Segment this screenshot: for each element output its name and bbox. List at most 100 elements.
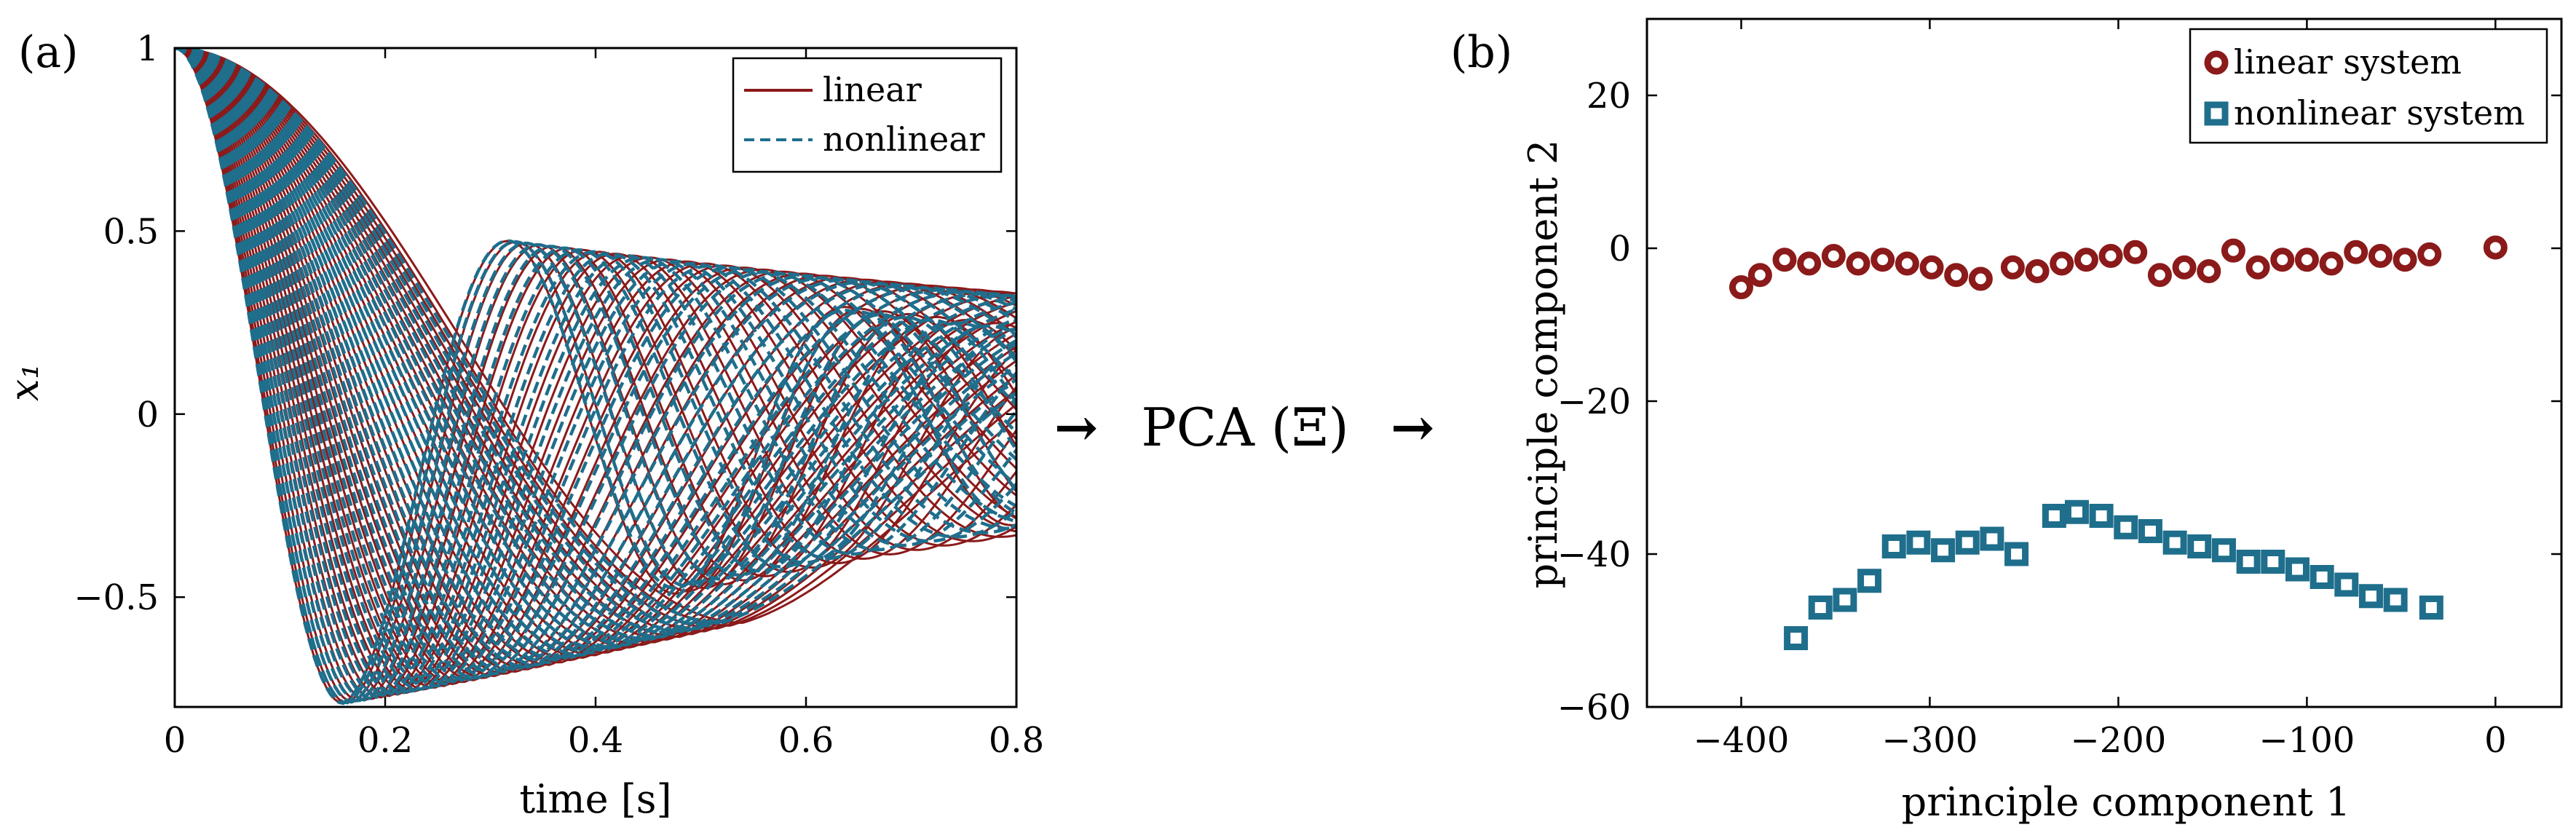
linear-system-point — [2050, 251, 2074, 276]
nonlinear-series-line — [175, 48, 1016, 693]
panel-b-axes-frame — [1645, 17, 2563, 708]
nonlinear-series-line — [175, 48, 1016, 673]
linear-system-point — [2098, 244, 2123, 268]
x-tick-label: 0.6 — [778, 720, 834, 761]
nonlinear-series-line — [175, 48, 1016, 636]
linear-system-point — [2393, 248, 2417, 272]
nonlinear-system-point — [2162, 530, 2187, 555]
nonlinear-series-line — [175, 48, 1016, 647]
x-tick-label: 0 — [2484, 720, 2507, 761]
nonlinear-series-line — [175, 48, 1016, 705]
nonlinear-system-point — [2211, 538, 2236, 563]
panel-b-points — [1728, 235, 2508, 650]
panel-a-legend-box — [732, 57, 1003, 173]
legend-marker-nonlinear-system — [2204, 101, 2229, 126]
linear-system-point — [2270, 248, 2295, 272]
nonlinear-series-line — [175, 48, 1016, 631]
linear-system-point — [2172, 255, 2197, 280]
nonlinear-system-point — [2310, 565, 2334, 589]
linear-series-line — [175, 48, 1016, 696]
nonlinear-series-line — [175, 48, 1016, 628]
arrow-left-icon: → — [1054, 396, 1098, 458]
linear-system-point — [2483, 235, 2508, 260]
panel-a-line-chart: (a) 0 0.2 0.4 0.6 0.8 −0.5 0 0.5 1 time [s] x₁ l… — [1, 27, 1044, 822]
nonlinear-system-point — [2236, 550, 2261, 574]
panel-b-legend: linear system nonlinear system — [2189, 28, 2548, 144]
nonlinear-system-point — [2089, 504, 2114, 528]
nonlinear-series-line — [175, 48, 1016, 703]
linear-system-point — [1895, 251, 1919, 276]
nonlinear-series-line — [175, 48, 1016, 678]
nonlinear-system-point — [2419, 596, 2443, 620]
nonlinear-system-point — [1784, 626, 1809, 650]
linear-series-line — [175, 48, 1016, 695]
nonlinear-series-line — [175, 48, 1016, 669]
linear-system-point — [1846, 251, 1870, 276]
linear-system-point — [2417, 242, 2442, 266]
y-tick-label: 0 — [1608, 229, 1631, 269]
nonlinear-series-line — [175, 48, 1016, 695]
legend-label-nonlinear: nonlinear — [823, 119, 985, 159]
legend-marker-linear-system — [2204, 50, 2229, 75]
linear-system-point — [1747, 263, 1772, 288]
nonlinear-series-line — [175, 48, 1016, 641]
nonlinear-series-line — [175, 48, 1016, 680]
nonlinear-system-point — [1881, 534, 1906, 558]
nonlinear-series-line — [175, 48, 1016, 633]
panel-a-ticks: 0 0.2 0.4 0.6 0.8 −0.5 0 0.5 1 — [74, 28, 1044, 761]
nonlinear-system-point — [2285, 557, 2310, 582]
nonlinear-system-point — [1833, 588, 1857, 612]
nonlinear-series-line — [175, 48, 1016, 660]
panel-a-curves — [175, 48, 1016, 705]
nonlinear-series-line — [175, 48, 1016, 686]
y-tick-label: 20 — [1587, 76, 1631, 116]
nonlinear-series-line — [175, 48, 1016, 689]
nonlinear-system-point — [2261, 550, 2285, 574]
x-tick-label: −100 — [2259, 720, 2355, 761]
linear-system-point — [2147, 263, 2172, 288]
y-tick-label: 0.5 — [103, 211, 159, 252]
nonlinear-system-point — [2064, 499, 2089, 524]
nonlinear-series-line — [175, 48, 1016, 625]
linear-series-line — [175, 48, 1016, 687]
linear-system-point — [1870, 248, 1895, 272]
nonlinear-system-point — [2042, 504, 2066, 528]
linear-system-point — [2197, 259, 2221, 283]
pca-label: PCA (Ξ) — [1141, 397, 1348, 458]
linear-system-point — [1919, 255, 1944, 280]
nonlinear-series-line — [175, 48, 1016, 655]
nonlinear-series-line — [175, 48, 1016, 665]
nonlinear-series-line — [175, 48, 1016, 700]
pca-transform-annotation: → PCA (Ξ) → — [1054, 396, 1434, 458]
nonlinear-series-line — [175, 48, 1016, 699]
x-tick-label: −200 — [2071, 720, 2167, 761]
legend-label-nonlinear-system: nonlinear system — [2234, 93, 2525, 133]
linear-system-point — [2123, 240, 2148, 264]
linear-system-point — [1797, 251, 1822, 276]
nonlinear-system-point — [1808, 596, 1833, 620]
linear-system-point — [2000, 255, 2025, 280]
nonlinear-system-point — [2004, 542, 2029, 566]
linear-system-point — [2074, 248, 2098, 272]
panel-a-y-axis-label: x₁ — [1, 363, 47, 401]
linear-system-point — [1728, 275, 1753, 300]
x-tick-label: 0.8 — [989, 720, 1044, 761]
x-tick-label: −400 — [1694, 720, 1790, 761]
nonlinear-series-line — [175, 48, 1016, 652]
x-tick-label: −300 — [1882, 720, 1978, 761]
linear-system-point — [1944, 263, 1969, 288]
nonlinear-system-point — [2138, 519, 2162, 543]
linear-system-point — [2245, 255, 2270, 280]
x-tick-label: 0 — [164, 720, 186, 761]
panel-b-legend-box — [2189, 28, 2548, 144]
linear-system-point — [2294, 248, 2319, 272]
nonlinear-system-point — [2383, 588, 2408, 612]
panel-b-y-axis-label: principle component 2 — [1520, 140, 1566, 589]
nonlinear-series-line — [175, 48, 1016, 639]
linear-series-line — [175, 48, 1016, 684]
nonlinear-system-point — [1980, 526, 2004, 551]
nonlinear-series-line — [175, 48, 1016, 682]
linear-series-line — [175, 48, 1016, 624]
